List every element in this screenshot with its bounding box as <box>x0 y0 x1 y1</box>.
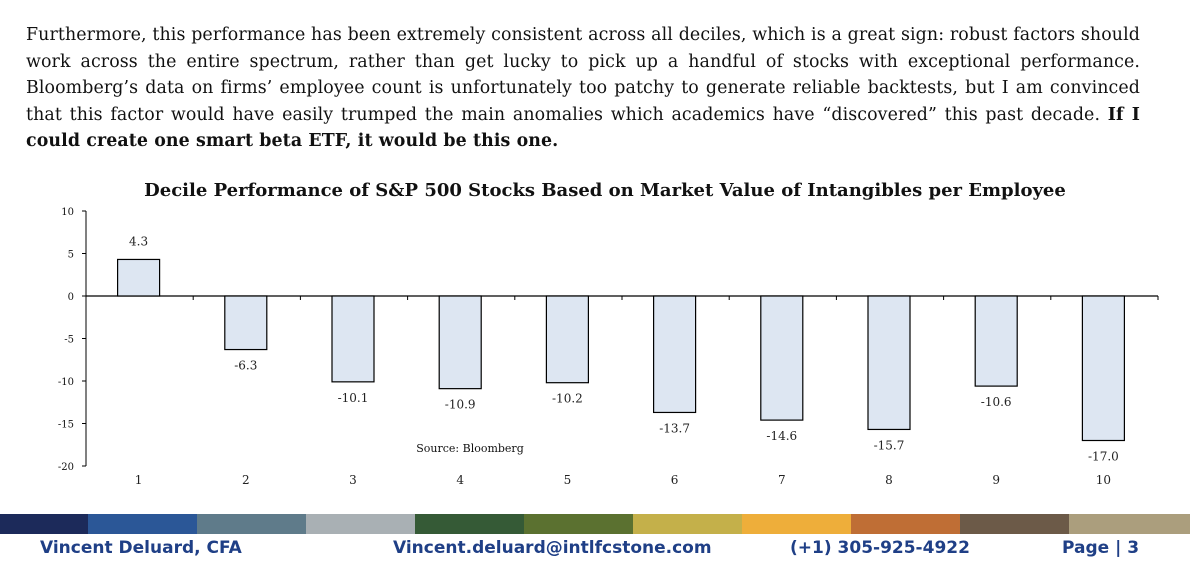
bar <box>760 295 804 421</box>
y-tick-label: -5 <box>64 335 74 346</box>
color-band-segment <box>88 514 197 534</box>
color-band-segment <box>415 514 524 534</box>
bar-data-label: -10.9 <box>445 398 476 412</box>
bar <box>438 295 482 390</box>
y-tick-label: -10 <box>58 377 74 388</box>
bar-data-label: -13.7 <box>659 421 690 435</box>
body-paragraph: Furthermore, this performance has been e… <box>26 22 1140 155</box>
paragraph-text: Furthermore, this performance has been e… <box>26 25 1140 125</box>
y-tick-label: -15 <box>58 420 74 431</box>
y-tick-label: 5 <box>68 250 74 261</box>
footer-phone: (+1) 305-925-4922 <box>790 538 970 558</box>
color-band-segment <box>1069 514 1190 534</box>
color-band-segment <box>524 514 633 534</box>
paragraph-bold-text: If I could create one smart beta ETF, it… <box>26 104 1140 152</box>
bar-data-label: -6.3 <box>234 359 257 373</box>
bar-data-label: -10.1 <box>338 391 369 405</box>
bar-data-label: -14.6 <box>766 429 797 443</box>
bar-data-label: 4.3 <box>129 234 148 248</box>
bar <box>1081 295 1126 442</box>
color-band <box>0 514 1200 534</box>
x-category-label: 2 <box>242 473 250 487</box>
bar-data-label: -10.2 <box>552 392 583 406</box>
color-band-segment <box>306 514 415 534</box>
bar-chart: 10 5 0 -5 -10 -15 -20 4.3 1 -6.3 2 -10.1 3 -10.9 4 -10.… <box>58 207 1159 487</box>
x-category-label: 6 <box>671 473 679 487</box>
bar <box>867 295 911 431</box>
x-category-label: 5 <box>564 473 572 487</box>
x-category-label: 8 <box>885 473 893 487</box>
color-band-segment <box>742 514 851 534</box>
x-category-label: 9 <box>992 473 1000 487</box>
bar <box>224 295 268 351</box>
color-band-segment <box>197 514 306 534</box>
footer-page-number: Page | 3 <box>1062 538 1140 558</box>
bar-data-label: -17.0 <box>1088 450 1119 464</box>
footer-author: Vincent Deluard, CFA <box>40 538 242 558</box>
y-tick-label: 0 <box>68 292 74 303</box>
bar-data-label: -15.7 <box>874 438 905 452</box>
footer-email[interactable]: Vincent.deluard@intlfcstone.com <box>393 538 712 558</box>
bar-data-label: -10.6 <box>981 395 1012 409</box>
bar <box>116 258 161 297</box>
chart-title: Decile Performance of S&P 500 Stocks Bas… <box>144 180 1066 201</box>
x-category-label: 7 <box>778 473 786 487</box>
bar <box>974 295 1018 387</box>
color-band-segment <box>0 514 88 534</box>
x-category-label: 3 <box>349 473 357 487</box>
color-band-segment <box>851 514 960 534</box>
y-tick-label: 10 <box>61 207 74 218</box>
color-band-segment <box>960 514 1069 534</box>
x-category-label: 4 <box>456 473 464 487</box>
bar <box>331 295 375 383</box>
chart-source: Source: Bloomberg <box>416 442 524 455</box>
x-category-label: 10 <box>1096 473 1111 487</box>
bar <box>545 295 590 384</box>
color-band-segment <box>633 514 742 534</box>
x-category-label: 1 <box>135 473 143 487</box>
bar <box>652 295 697 414</box>
y-tick-label: -20 <box>58 462 74 473</box>
